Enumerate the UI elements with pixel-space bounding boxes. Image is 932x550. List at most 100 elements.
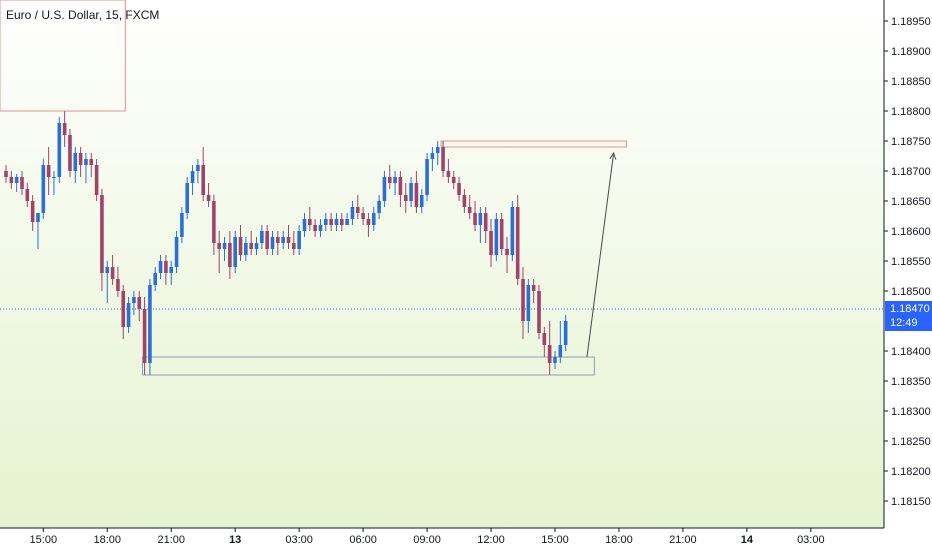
candle-body (553, 357, 557, 363)
candle-body (350, 207, 355, 219)
candle-body (451, 177, 456, 183)
candle-body (110, 267, 115, 279)
time-tick-label: 21:00 (157, 534, 185, 546)
candle-body (361, 213, 365, 219)
candle-body (324, 219, 328, 225)
candle-body (313, 225, 317, 231)
candle-body (201, 165, 206, 195)
candle-body (169, 267, 174, 273)
candle-body (212, 201, 216, 243)
candle-body (206, 195, 211, 201)
candle-body (515, 207, 520, 279)
candle-body (132, 297, 136, 303)
time-tick-label: 03:00 (285, 534, 313, 546)
candle-body (489, 231, 493, 255)
top-left-zone[interactable] (0, 0, 126, 112)
candle-body (478, 213, 483, 225)
time-tick-label: 13 (229, 534, 241, 546)
candle-body (542, 333, 547, 345)
candle-body (345, 219, 349, 225)
candle-body (196, 165, 200, 171)
candle-body (153, 273, 158, 285)
candle-body (25, 189, 30, 201)
candle-body (137, 297, 142, 309)
arrow-head-icon (609, 151, 617, 160)
price-tick-label: 1.18600 (891, 226, 931, 238)
candle-body (20, 177, 24, 189)
candle-body (329, 219, 333, 225)
price-tick-label: 1.18900 (891, 46, 931, 58)
candle-body (41, 165, 46, 213)
candle-body (286, 237, 291, 243)
price-tick-label: 1.18650 (891, 196, 931, 208)
candle-body (366, 219, 371, 225)
candle-body (190, 171, 195, 183)
candle-body (126, 303, 131, 327)
candle-body (494, 219, 499, 255)
candle-body (292, 243, 296, 249)
price-tick-label: 1.18850 (891, 76, 931, 88)
candle-body (142, 309, 147, 363)
candle-body (265, 231, 269, 249)
candle-body (185, 183, 190, 213)
candle-body (387, 177, 392, 183)
candle-body (467, 207, 472, 213)
candle-body (94, 165, 99, 195)
time-tick-label: 15:00 (541, 534, 569, 546)
candle-body (36, 213, 40, 222)
annotations-layer (586, 151, 617, 358)
price-tick-label: 1.18950 (891, 16, 931, 28)
price-axis[interactable]: 1.18950 1.18900 1.18850 1.18800 1.18750 1.187… (884, 16, 931, 508)
bar-countdown: 12:49 (890, 317, 918, 329)
candle-body (457, 183, 461, 195)
candle-body (409, 183, 413, 201)
candle-body (254, 243, 259, 249)
candle-body (100, 195, 104, 273)
candle-body (105, 267, 110, 273)
candle-body (238, 237, 243, 255)
candle-body (89, 159, 94, 165)
candle-body (393, 177, 397, 183)
candle-body (46, 165, 51, 177)
candle-body (526, 285, 531, 321)
candle-body (148, 285, 152, 363)
time-tick-label: 18:00 (94, 534, 122, 546)
candle-body (217, 243, 221, 249)
candle-body (52, 177, 56, 178)
candle-body (425, 159, 429, 195)
time-tick-label: 18:00 (605, 534, 633, 546)
candle-body (9, 177, 14, 183)
candle-body (414, 183, 419, 207)
resistance-zone[interactable] (440, 140, 627, 148)
candle-body (403, 195, 408, 201)
candle-body (78, 153, 83, 165)
time-tick-label: 09:00 (413, 534, 441, 546)
candle-body (302, 219, 307, 231)
price-tick-label: 1.18150 (891, 496, 931, 508)
candle-body (30, 201, 35, 222)
current-price-value: 1.18470 (890, 303, 930, 315)
candle-body (249, 243, 253, 249)
candle-body (371, 213, 376, 225)
candle-body (377, 201, 381, 213)
support-zone[interactable] (142, 356, 595, 376)
candle-body (505, 249, 509, 255)
price-tick-label: 1.18800 (891, 106, 931, 118)
candle-body (462, 195, 467, 207)
candle-body (318, 225, 323, 231)
candle-body (308, 219, 312, 225)
time-axis[interactable]: 15:00 18:00 21:00 13 03:00 06:00 09:00 12:00 15:… (30, 528, 825, 546)
price-tick-label: 1.18200 (891, 466, 931, 478)
time-tick-label: 12:00 (477, 534, 505, 546)
price-tick-label: 1.18350 (891, 376, 931, 388)
current-price-marker: 1.18470 12:49 (885, 301, 932, 331)
zones-layer (0, 0, 884, 376)
candle-body (57, 123, 62, 177)
time-tick-label: 15:00 (30, 534, 58, 546)
candle-body (180, 213, 184, 237)
candle-body (563, 321, 568, 345)
candle-body (174, 237, 179, 267)
projection-arrow[interactable] (586, 152, 615, 358)
price-tick-label: 1.18550 (891, 256, 931, 268)
